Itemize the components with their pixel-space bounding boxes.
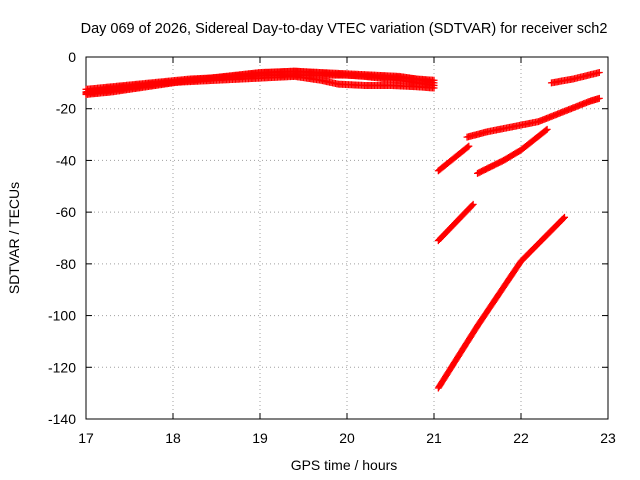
x-tick-label: 21 [426, 430, 442, 446]
x-tick-label: 23 [600, 430, 616, 446]
data-point [464, 143, 472, 151]
y-tick-label: -40 [56, 152, 76, 168]
data-point [543, 125, 551, 133]
x-tick-label: 19 [252, 430, 268, 446]
x-axis-label: GPS time / hours [291, 457, 398, 473]
y-tick-label: 0 [68, 49, 76, 65]
data-point [561, 213, 568, 221]
y-axis-label: SDTVAR / TECUs [6, 182, 22, 294]
data-point [430, 81, 438, 89]
data-point [468, 201, 476, 209]
y-tick-label: -60 [56, 204, 76, 220]
data-point [465, 142, 473, 150]
data-point [595, 69, 603, 77]
x-tick-label: 20 [339, 430, 355, 446]
y-tick-label: -80 [56, 256, 76, 272]
data-points [82, 67, 603, 392]
x-tick-label: 17 [78, 430, 94, 446]
y-tick-label: -20 [56, 101, 76, 117]
y-tick-label: -120 [48, 359, 76, 375]
axis-ticks: 17 18 19 20 21 22 23 0 -20 -40 -60 -80 -100 -120 -140 [48, 49, 616, 446]
data-point [559, 214, 567, 222]
data-point [469, 200, 477, 208]
x-tick-label: 18 [165, 430, 181, 446]
data-point [595, 94, 603, 102]
data-point [542, 126, 550, 134]
grid [86, 57, 608, 419]
y-tick-label: -100 [48, 308, 76, 324]
y-tick-label: -140 [48, 411, 76, 427]
x-tick-label: 22 [513, 430, 529, 446]
chart-title: Day 069 of 2026, Sidereal Day-to-day VTE… [81, 21, 608, 37]
